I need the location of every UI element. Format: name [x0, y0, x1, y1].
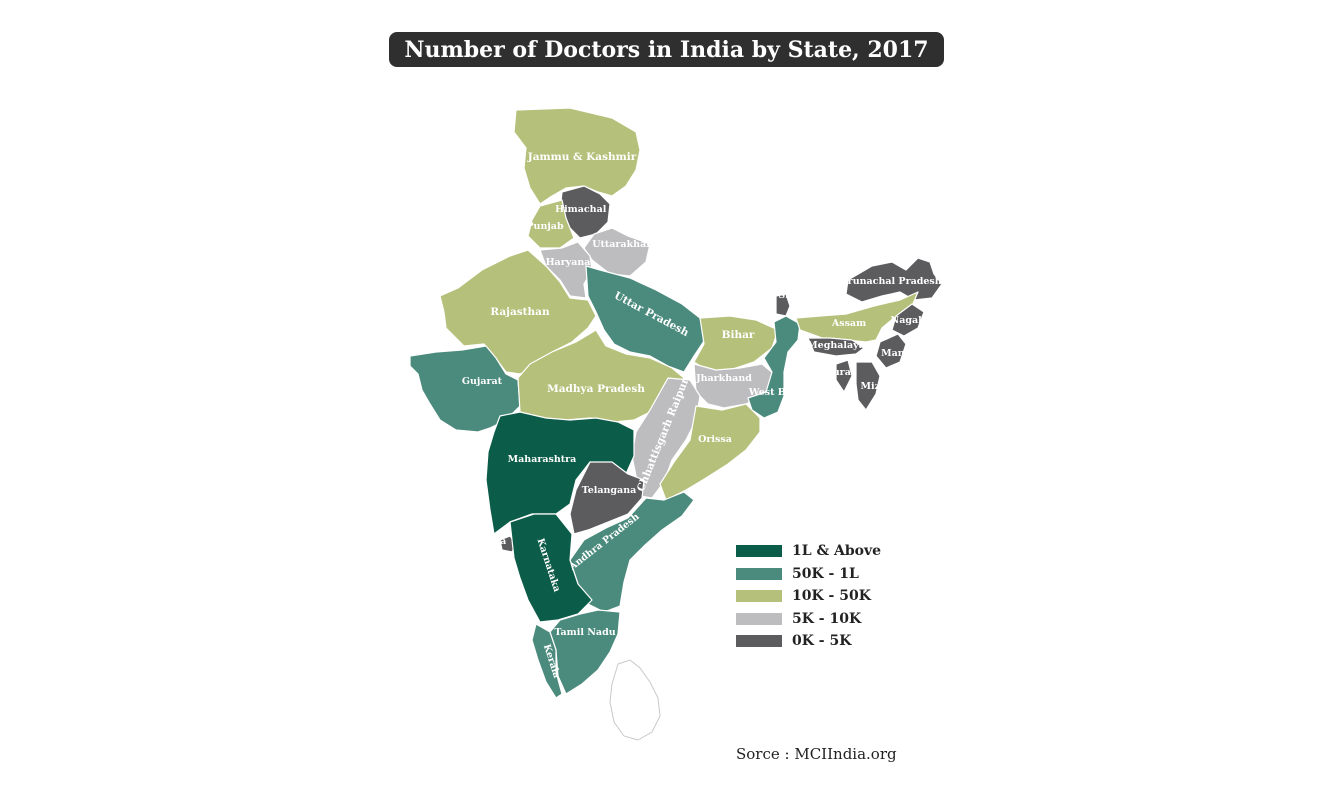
state-uttar-pradesh [585, 265, 707, 373]
label-bihar: Bihar [722, 329, 755, 341]
state-kerala [531, 623, 563, 699]
legend-item: 5K - 10K [736, 608, 881, 631]
label-rajasthan: Rajasthan [490, 306, 550, 318]
label-gujarat: Gujarat [462, 376, 503, 387]
state-karnataka [509, 513, 593, 623]
state-bihar [693, 315, 779, 373]
label-jharkhand: Jharkhand [695, 373, 752, 384]
legend: 1L & Above 50K - 1L 10K - 50K 5K - 10K 0… [736, 540, 881, 653]
state-orissa [659, 403, 761, 501]
label-tamil-nadu: Tamil Nadu [554, 627, 615, 638]
state-manipur [875, 333, 907, 369]
state-tripura [835, 359, 853, 393]
state-tamil-nadu [549, 609, 621, 695]
legend-label: 1L & Above [792, 543, 882, 560]
legend-item: 1L & Above [736, 540, 881, 563]
legend-item: 0K - 5K [736, 630, 881, 653]
label-arunachal-pradesh: Arunachal Pradesh [839, 276, 941, 287]
label-orissa: Orissa [698, 434, 732, 445]
legend-label: 10K - 50K [792, 588, 871, 605]
label-tripura: Tripura [811, 367, 851, 378]
legend-swatch [736, 545, 782, 558]
label-haryana: Haryana [546, 257, 591, 268]
label-punjab: Punjab [526, 221, 564, 232]
label-manipur: Manipur [881, 348, 928, 359]
label-nagaland: Nagaland [891, 315, 942, 326]
legend-swatch [736, 590, 782, 603]
label-goa: Goa [486, 536, 507, 547]
source-note: Sorce : MCIIndia.org [736, 745, 897, 763]
state-meghalaya [807, 337, 865, 357]
state-chhattisgarh [631, 377, 701, 499]
label-madhya-pradesh: Madhya Pradesh [547, 383, 645, 395]
legend-label: 5K - 10K [792, 610, 862, 627]
state-sikkim [775, 293, 791, 317]
state-nagaland [891, 303, 925, 337]
state-haryana [539, 241, 593, 299]
legend-label: 0K - 5K [792, 633, 852, 650]
legend-swatch [736, 567, 782, 580]
legend-swatch [736, 612, 782, 625]
label-assam: Assam [831, 318, 866, 329]
legend-item: 10K - 50K [736, 585, 881, 608]
label-jammu-kashmir: Jammu & Kashmir [527, 151, 637, 163]
label-mizoram: Mizoram [860, 381, 907, 392]
label-meghalaya: Meghalaya [807, 340, 865, 351]
label-telangana: Telangana [582, 485, 637, 496]
state-telangana [569, 461, 645, 535]
label-sikkim: Sikkim [778, 290, 815, 301]
label-maharashtra: Maharashtra [508, 454, 577, 465]
legend-label: 50K - 1L [792, 565, 859, 582]
state-west-bengal [747, 315, 801, 419]
sri-lanka-outline [609, 659, 661, 741]
legend-item: 50K - 1L [736, 563, 881, 586]
legend-swatch [736, 635, 782, 648]
label-himachal-pradesh: Himachal Pradesh [555, 204, 653, 215]
label-west-bengal: West Bengal [748, 387, 816, 398]
map-title: Number of Doctors in India by State, 201… [389, 32, 944, 67]
state-andhra-pradesh [569, 491, 695, 613]
label-uttarakhand: Uttarakhand [592, 239, 660, 250]
state-arunachal-pradesh [845, 257, 943, 303]
state-mizoram [855, 361, 881, 411]
state-maharashtra [485, 411, 635, 535]
